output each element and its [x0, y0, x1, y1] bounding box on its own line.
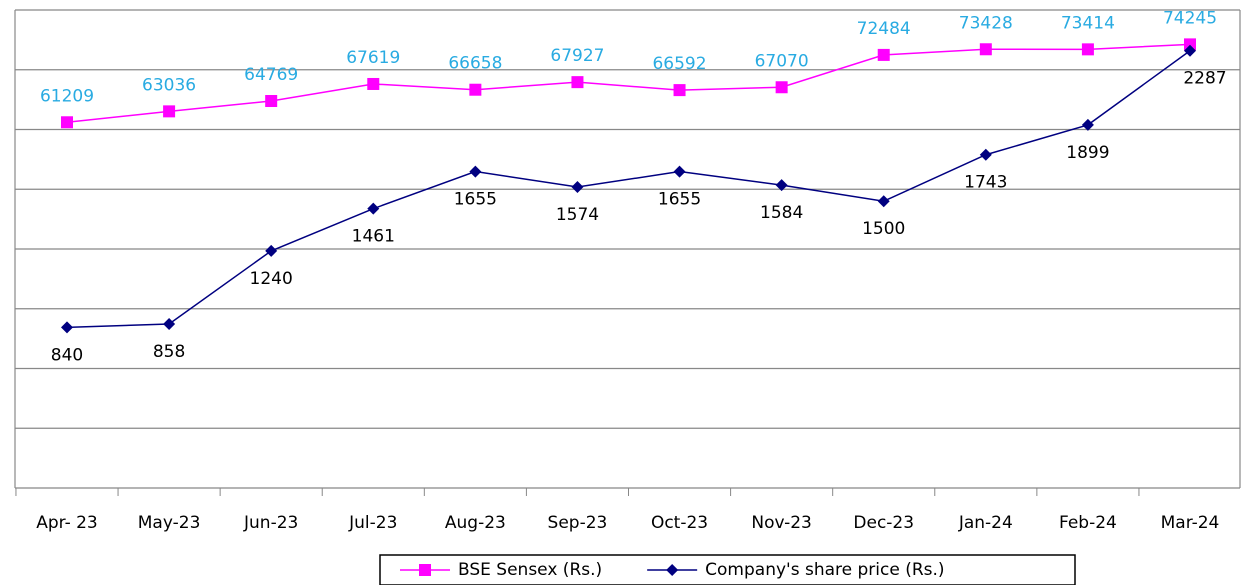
data-point: [61, 116, 73, 129]
data-point: [1081, 43, 1094, 56]
legend-label: BSE Sensex (Rs.): [458, 560, 602, 580]
data-point: [1184, 38, 1196, 51]
x-tick-label: Jan-24: [958, 513, 1013, 533]
x-tick-label: Jul-23: [348, 513, 397, 533]
data-point: [163, 105, 176, 118]
data-point: [571, 181, 584, 194]
data-label: 1899: [1066, 143, 1109, 163]
data-label: 66592: [652, 54, 706, 74]
data-label: 73414: [1061, 13, 1115, 33]
data-point: [367, 77, 380, 90]
series-line: [66, 43, 1191, 124]
data-point: [1081, 118, 1094, 131]
data-label: 1574: [556, 205, 599, 225]
legend-marker: [419, 564, 431, 576]
series-line: [66, 50, 1191, 329]
x-tick-label: Nov-23: [751, 513, 812, 533]
data-point: [775, 179, 788, 192]
data-label: 63036: [142, 75, 196, 95]
x-tick-label: Feb-24: [1059, 513, 1117, 533]
data-label: 840: [51, 345, 83, 365]
x-tick-label: Mar-24: [1161, 513, 1220, 533]
data-label: 858: [153, 342, 185, 362]
data-label: 73428: [959, 13, 1013, 33]
data-point: [979, 148, 992, 161]
legend-box: [379, 554, 1076, 585]
data-label: 1461: [352, 227, 395, 247]
data-point: [571, 76, 584, 89]
data-label: 67619: [346, 48, 400, 68]
data-label: 1500: [862, 219, 905, 239]
data-label: 2287: [1183, 69, 1226, 89]
data-point: [469, 83, 482, 96]
x-tick-label: Aug-23: [445, 513, 506, 533]
data-point: [673, 84, 686, 97]
data-label: 67927: [550, 46, 604, 66]
data-point: [265, 95, 278, 108]
x-tick-label: May-23: [138, 513, 201, 533]
legend-label: Company's share price (Rs.): [705, 560, 944, 580]
data-point: [877, 195, 890, 208]
data-label: 74245: [1163, 8, 1217, 28]
data-label: 1743: [964, 173, 1007, 193]
data-point: [979, 43, 992, 56]
data-point: [163, 317, 176, 330]
data-label: 72484: [857, 19, 911, 39]
data-label: 1655: [658, 190, 701, 210]
data-point: [265, 244, 278, 257]
x-tick-label: Sep-23: [548, 513, 608, 533]
data-point: [367, 202, 380, 215]
data-label: 67070: [755, 51, 809, 71]
legend-marker: [666, 564, 679, 576]
data-label: 1655: [454, 190, 497, 210]
data-point: [877, 48, 890, 61]
data-point: [61, 321, 73, 334]
data-point: [775, 81, 788, 94]
data-point: [469, 165, 482, 178]
x-tick-label: Dec-23: [853, 513, 914, 533]
x-tick-label: Apr- 23: [36, 513, 98, 533]
data-point: [673, 165, 686, 178]
data-label: 64769: [244, 65, 298, 85]
data-point: [1184, 44, 1196, 57]
x-tick-label: Oct-23: [651, 513, 708, 533]
data-label: 1584: [760, 203, 803, 223]
x-tick-label: Jun-23: [243, 513, 298, 533]
data-label: 66658: [448, 54, 502, 74]
data-label: 61209: [40, 86, 94, 106]
data-label: 1240: [250, 269, 293, 289]
